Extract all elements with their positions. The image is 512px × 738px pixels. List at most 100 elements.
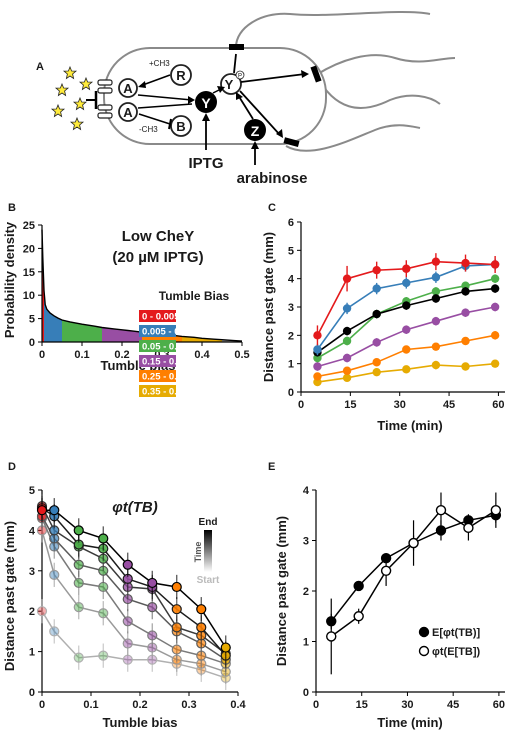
data-point — [73, 652, 84, 663]
panel-a: A A — [36, 11, 456, 187]
data-point — [342, 326, 352, 336]
axis-ticks: 0 15 30 45 60 0 1 2 3 4 — [303, 485, 505, 711]
y-axis-label: Probability density — [2, 221, 17, 338]
node-a-top-label: A — [123, 81, 133, 96]
data-point — [402, 345, 411, 354]
star-icon — [69, 116, 85, 131]
data-point — [402, 365, 411, 374]
a-to-b-link — [138, 113, 171, 125]
flagellum-right-middle — [315, 74, 441, 109]
data-point — [313, 362, 322, 371]
y-axis-label: Distance past gate (mm) — [261, 232, 276, 382]
data-point — [171, 604, 182, 615]
legend-marker — [418, 626, 430, 638]
data-point — [431, 294, 441, 303]
x-tick-label: 60 — [493, 699, 505, 711]
series-group — [326, 492, 502, 675]
data-point — [326, 631, 337, 642]
data-point — [402, 325, 411, 334]
node-a-bottom-label: A — [123, 105, 133, 120]
data-point — [36, 606, 48, 617]
data-point — [490, 284, 500, 293]
chart-title: φt(TB) — [112, 499, 158, 516]
x-tick-label: 0.4 — [230, 699, 246, 711]
y-tick-label: 2 — [303, 586, 309, 598]
data-point — [372, 358, 381, 367]
arrowhead — [138, 81, 146, 88]
data-point — [461, 308, 470, 317]
a-to-y-arrow — [137, 94, 193, 101]
density-bin-area — [44, 290, 62, 342]
data-point — [372, 265, 381, 275]
legend-swatch — [139, 310, 176, 322]
x-axis-label: Tumble bias — [103, 715, 178, 730]
legend-swatch — [139, 385, 176, 397]
data-point — [431, 257, 441, 266]
data-point — [490, 260, 500, 269]
chart-heading-2: (20 µM IPTG) — [112, 249, 203, 266]
x-tick-label: 0.1 — [83, 699, 98, 711]
iptg-label: IPTG — [188, 155, 223, 172]
data-point — [490, 505, 502, 516]
panel-a-label: A — [36, 61, 44, 73]
data-point — [461, 336, 470, 346]
node-a-bottom — [118, 102, 138, 122]
data-point — [372, 309, 381, 319]
data-point — [49, 569, 60, 580]
receptor — [97, 87, 113, 94]
data-point — [313, 372, 322, 381]
data-point — [372, 284, 381, 293]
panel-b-label: B — [8, 202, 16, 214]
data-point — [49, 505, 60, 516]
gradient-axis-label: Time — [193, 542, 203, 563]
x-tick-label: 15 — [344, 399, 356, 411]
data-point — [490, 274, 500, 283]
yp-to-motor-top — [233, 53, 237, 74]
legend-label: 0.25 - 0.35 — [142, 372, 188, 383]
data-series — [313, 331, 500, 381]
x-axis-label: Time (min) — [377, 715, 443, 730]
receptor — [97, 112, 113, 119]
arrowhead — [202, 113, 210, 121]
x-tick-label: 0 — [39, 699, 45, 711]
y-tick-label: 2 — [288, 330, 294, 342]
x-tick-label: 30 — [401, 699, 413, 711]
arrowhead — [301, 70, 309, 78]
node-r-label: R — [176, 68, 186, 83]
data-point — [490, 359, 500, 368]
chart-heading-1: Low CheY — [122, 228, 195, 245]
data-point — [36, 505, 48, 516]
data-point — [220, 642, 231, 653]
node-r — [170, 64, 192, 86]
x-tick-label: 30 — [394, 399, 406, 411]
y-axis-label: Distance past gate (mm) — [2, 521, 17, 671]
data-point — [98, 581, 109, 593]
legend-label: 0 - 0.005 — [142, 312, 180, 323]
node-yp-label: Y — [225, 77, 234, 92]
node-yp — [220, 73, 242, 95]
legend-swatch — [139, 355, 176, 367]
data-point — [98, 650, 109, 661]
x-tick-label: 0.2 — [114, 349, 129, 361]
node-z-label: Z — [251, 123, 260, 139]
data-point — [342, 366, 352, 375]
y-tick-label: 4 — [29, 525, 36, 537]
a-to-y-arrow-2 — [137, 103, 193, 109]
data-point — [431, 316, 441, 326]
time-gradient-bar — [204, 530, 212, 572]
yp-to-motor-right — [240, 73, 306, 83]
data-point — [431, 360, 441, 370]
y-tick-label: 20 — [23, 243, 35, 255]
flagellum-right-upper — [315, 54, 456, 76]
x-tick-label: 0.3 — [181, 699, 196, 711]
x-tick-label: 0.1 — [74, 349, 89, 361]
node-b-label: B — [176, 119, 185, 134]
data-point — [122, 616, 133, 627]
receptor — [97, 104, 113, 111]
receptor — [97, 79, 113, 86]
x-tick-label: 0 — [39, 349, 45, 361]
flagellum-bottom — [285, 124, 421, 152]
data-point — [461, 287, 470, 296]
